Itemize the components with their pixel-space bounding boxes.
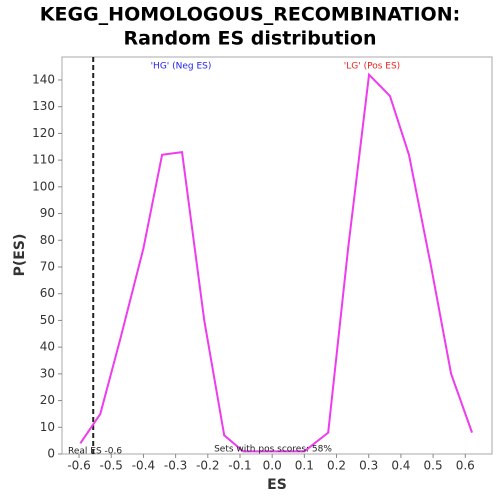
real-es-annotation: Real ES -0.6: [68, 447, 122, 457]
y-tick-label: 10: [40, 420, 55, 434]
x-tick-label: 0.4: [391, 459, 410, 473]
chart-subtitle: Random ES distribution: [123, 28, 376, 50]
y-tick-label: 0: [47, 447, 55, 461]
series-line: [79, 72, 473, 453]
y-tick-label: 20: [40, 393, 55, 407]
y-tick-label: 40: [40, 340, 55, 354]
y-tick-label: 90: [40, 206, 55, 220]
chart-title: KEGG_HOMOLOGOUS_RECOMBINATION:: [40, 4, 460, 26]
plot-frame: [61, 56, 493, 455]
x-tick-label: -0.5: [100, 459, 123, 473]
y-tick-label: 120: [32, 126, 55, 140]
pos-annotation: 'LG' (Pos ES): [344, 62, 400, 72]
x-tick-label: -0.1: [228, 459, 251, 473]
y-tick-label: 30: [40, 366, 55, 380]
y-tick-label: 50: [40, 313, 55, 327]
y-tick-label: 60: [40, 286, 55, 300]
x-tick-label: -0.3: [164, 459, 187, 473]
y-tick-label: 140: [32, 72, 55, 86]
x-axis-label: ES: [267, 477, 287, 493]
x-tick-label: 0.2: [327, 459, 346, 473]
x-tick-label: -0.6: [67, 459, 90, 473]
y-tick-label: 130: [32, 99, 55, 113]
y-tick-label: 70: [40, 259, 55, 273]
neg-annotation: 'HG' (Neg ES): [151, 62, 212, 72]
y-tick-label: 110: [32, 153, 55, 167]
x-tick-label: 0.6: [456, 459, 475, 473]
pos-scores-annotation: Sets with pos scores: 58%: [214, 445, 332, 455]
x-tick-label: -0.4: [132, 459, 155, 473]
x-tick-label: 0.0: [263, 459, 282, 473]
y-tick-label: 100: [32, 179, 55, 193]
x-tick-label: 0.1: [295, 459, 314, 473]
x-tick-label: -0.2: [196, 459, 219, 473]
y-tick-label: 80: [40, 233, 55, 247]
y-axis-label: P(ES): [12, 234, 28, 277]
x-tick-label: 0.3: [359, 459, 378, 473]
x-tick-label: 0.5: [424, 459, 443, 473]
